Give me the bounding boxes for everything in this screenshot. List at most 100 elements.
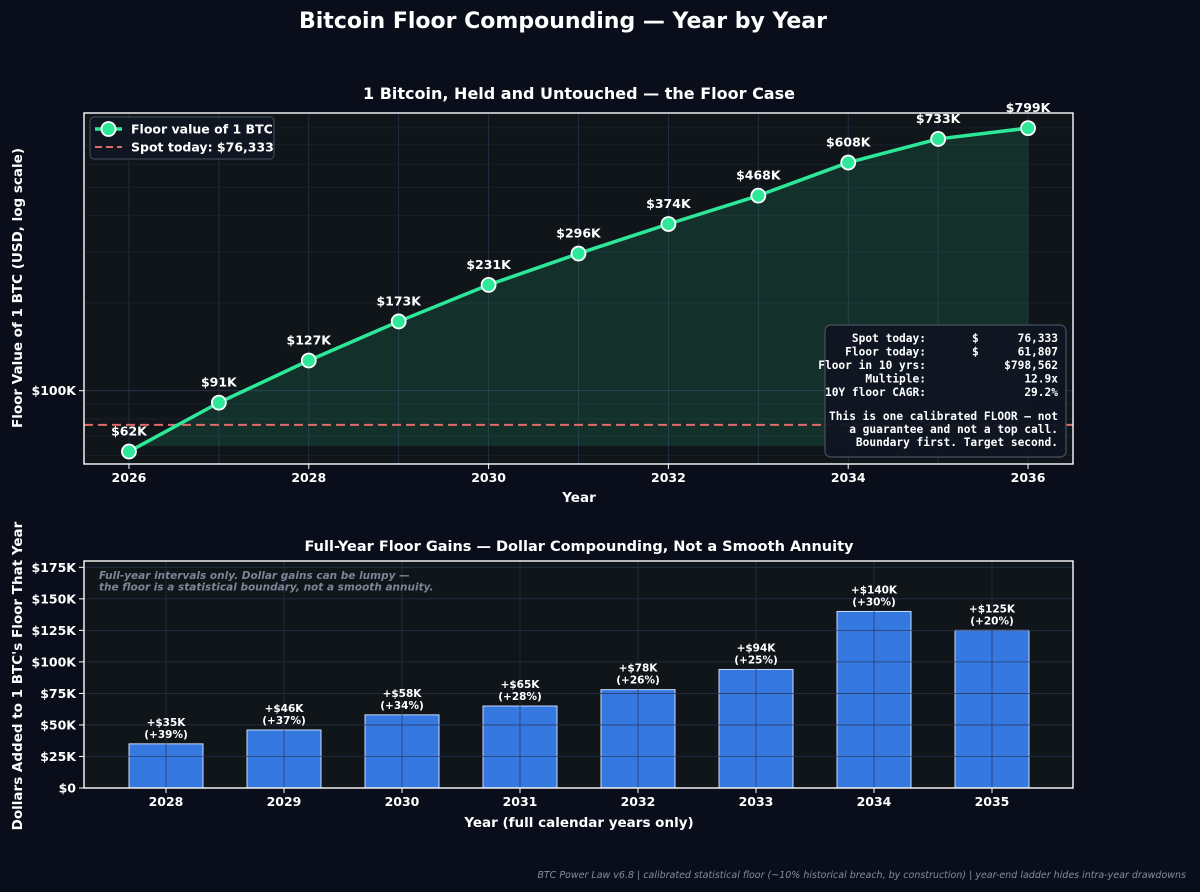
- bar-value-labels: +$35K(+39%)+$46K(+37%)+$58K(+34%)+$65K(+…: [144, 584, 1016, 740]
- info-row-label: 10Y floor CAGR:: [825, 386, 926, 399]
- line-chart-y-tick-label: $100K: [32, 383, 78, 398]
- line-chart-x-tick-label: 2032: [651, 470, 686, 485]
- bar-chart-plot-area: [84, 561, 1073, 788]
- floor-point-label: $608K: [826, 135, 872, 150]
- floor-point-label: $374K: [646, 196, 692, 211]
- floor-point-label: $91K: [201, 375, 238, 390]
- floor-points: [121, 120, 1036, 460]
- info-row-currency: $: [972, 332, 979, 345]
- bar-percent-label: (+30%): [852, 596, 896, 608]
- bar-chart-y-tick-label: $0: [59, 781, 77, 796]
- info-row-currency: $: [972, 346, 979, 359]
- legend-floor-marker: [100, 121, 117, 137]
- bar-chart-x-tick-label: 2034: [857, 794, 892, 809]
- bar-value-label: +$35K: [147, 717, 187, 729]
- floor-line-chart: 1 Bitcoin, Held and Untouched — the Floo…: [10, 84, 1074, 506]
- bar-chart-x-tick-label: 2029: [267, 794, 302, 809]
- line-chart-y-axis-label: Floor Value of 1 BTC (USD, log scale): [10, 148, 26, 428]
- legend-box: [89, 116, 275, 160]
- floor-point: [390, 313, 407, 330]
- floor-point-label: $173K: [376, 293, 422, 308]
- floor-point-label: $127K: [287, 333, 333, 348]
- bar-value-label: +$140K: [851, 584, 898, 596]
- line-chart-frame: [83, 112, 1074, 465]
- bar-percent-label: (+25%): [734, 654, 778, 666]
- bar-chart-y-tick-label: $150K: [32, 591, 78, 606]
- annual-gains-bar-chart: Full-Year Floor Gains — Dollar Compoundi…: [10, 521, 1074, 831]
- line-chart-legend: Floor value of 1 BTC Spot today: $76,333: [89, 116, 275, 160]
- info-row-value: 29.2%: [1024, 386, 1058, 399]
- bar-chart-title: Full-Year Floor Gains — Dollar Compoundi…: [305, 539, 855, 555]
- floor-area-fill: [128, 128, 1029, 452]
- bar-chart-y-tick-label: $175K: [32, 560, 78, 575]
- bar-chart-frame: [83, 560, 1074, 789]
- bar-percent-label: (+34%): [380, 700, 424, 712]
- floor-point: [750, 187, 767, 204]
- bar-percent-label: (+28%): [498, 691, 542, 703]
- bar-chart-x-tick-label: 2031: [503, 794, 538, 809]
- floor-point: [570, 245, 587, 262]
- floor-point-label: $231K: [466, 257, 512, 272]
- line-chart-y-ticks: $100K: [32, 383, 84, 398]
- bar-percent-label: (+20%): [970, 615, 1014, 627]
- floor-point: [480, 276, 497, 293]
- bar-chart-y-tick-label: $75K: [40, 686, 77, 701]
- figure-title: Bitcoin Floor Compounding — Year by Year: [299, 9, 827, 34]
- bar-chart-x-tick-label: 2033: [739, 794, 774, 809]
- footer-note: BTC Power Law v6.8 | calibrated statisti…: [537, 870, 1186, 881]
- info-row-value: $798,562: [1004, 359, 1058, 372]
- bar-chart-y-tick-label: $100K: [32, 654, 78, 669]
- bar-chart-y-tick-label: $125K: [32, 623, 78, 638]
- bar-percent-label: (+37%): [262, 715, 306, 727]
- bar-value-label: +$65K: [501, 679, 541, 691]
- bar-chart-annotation: Full-year intervals only. Dollar gains c…: [99, 570, 433, 594]
- floor-point-labels: $62K $91K $127K $173K $231K $296K $374K $468K $6…: [111, 100, 1052, 438]
- bar-chart-x-tick-label: 2032: [621, 794, 656, 809]
- floor-point-label: $62K: [111, 424, 148, 439]
- bar-percent-label: (+39%): [144, 729, 188, 741]
- bar-value-label: +$78K: [619, 663, 659, 675]
- bar-value-label: +$58K: [383, 688, 423, 700]
- bar-chart-y-axis-label: Dollars Added to 1 BTC's Floor That Year: [10, 521, 26, 830]
- info-row-label: Floor today:: [845, 346, 926, 359]
- info-row-label: Floor in 10 yrs:: [818, 359, 926, 372]
- floor-point-label: $468K: [736, 168, 782, 183]
- legend-spot-label: Spot today: $76,333: [131, 140, 274, 155]
- info-row-value: 76,333: [1018, 332, 1059, 345]
- info-note-line: Boundary first. Target second.: [856, 436, 1058, 449]
- bar-chart-x-tick-label: 2028: [149, 794, 184, 809]
- legend-floor-label: Floor value of 1 BTC: [131, 122, 273, 137]
- bar-chart-annotation-line: Full-year intervals only. Dollar gains c…: [99, 570, 410, 582]
- bar-chart-x-axis-label: Year (full calendar years only): [463, 815, 693, 831]
- floor-point: [840, 154, 857, 171]
- summary-info-box: Spot today: $76,333 Floor today: $61,807 Flo…: [818, 324, 1067, 458]
- line-chart-x-tick-label: 2036: [1011, 470, 1046, 485]
- info-note-line: a guarantee and not a top call.: [849, 423, 1058, 436]
- bar-chart-x-tick-label: 2035: [975, 794, 1010, 809]
- bar-value-label: +$46K: [265, 703, 305, 715]
- bar-chart-y-ticks: $0 $25K $50K $75K $100K $125K $150K $175K: [32, 560, 84, 796]
- info-box-frame: [824, 324, 1067, 458]
- line-chart-x-axis-label: Year: [561, 490, 596, 506]
- bar-value-label: +$94K: [737, 642, 777, 654]
- floor-point: [121, 443, 137, 460]
- bar-chart-x-ticks: 2028 2029 2030 2031 2032 2033 2034 2035: [149, 788, 1010, 809]
- info-row-label: Spot today:: [852, 332, 926, 345]
- bar-chart-x-tick-label: 2030: [385, 794, 420, 809]
- line-chart-x-ticks: 2026 2028 2030 2032 2034 2036: [112, 464, 1046, 485]
- bar-chart-y-tick-label: $25K: [40, 749, 77, 764]
- info-row-value: 12.9x: [1024, 373, 1058, 386]
- bar-chart-y-tick-label: $50K: [40, 717, 77, 732]
- bar-value-label: +$125K: [969, 603, 1016, 615]
- floor-point: [1020, 120, 1036, 137]
- floor-point-label: $296K: [556, 226, 602, 241]
- info-row-value: 61,807: [1018, 346, 1058, 359]
- line-chart-x-tick-label: 2028: [291, 470, 326, 485]
- bar-percent-label: (+26%): [616, 675, 660, 687]
- floor-point: [660, 216, 677, 232]
- bar-chart-annotation-line: the floor is a statistical boundary, not…: [99, 582, 433, 594]
- line-chart-x-tick-label: 2026: [112, 470, 147, 485]
- info-box-rows: Spot today: $76,333 Floor today: $61,807 Flo…: [818, 332, 1058, 399]
